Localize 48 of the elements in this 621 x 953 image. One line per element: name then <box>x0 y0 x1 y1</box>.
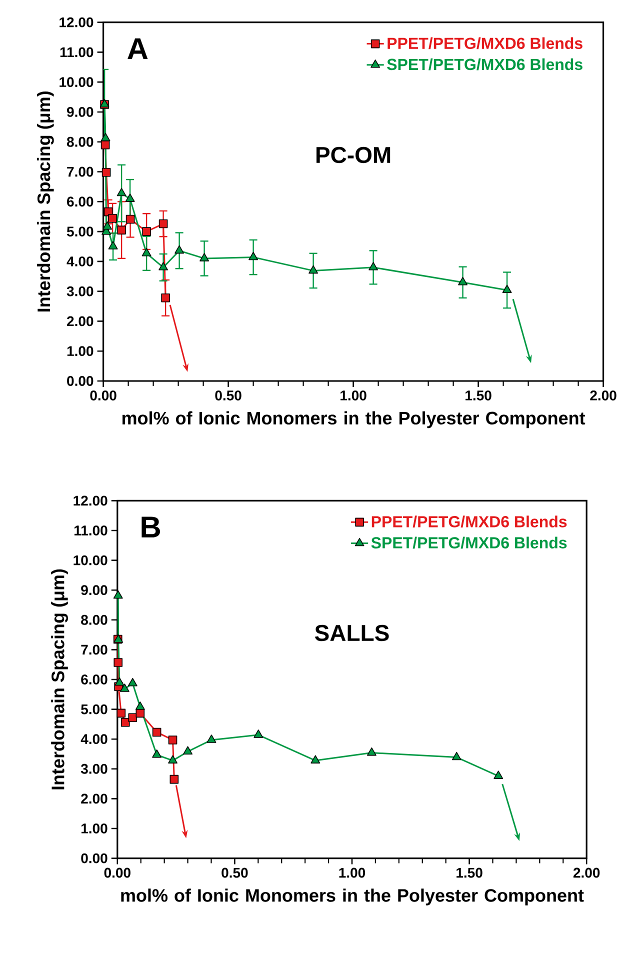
x-tick-label: 2.00 <box>590 390 616 400</box>
y-tick-label: 6.00 <box>81 674 108 684</box>
x-tick-label: 1.50 <box>466 390 492 400</box>
y-tick-label: 0.00 <box>67 376 94 386</box>
x-tick-label: 0.50 <box>222 868 248 878</box>
y-tick-label: 5.00 <box>81 704 108 714</box>
y-tick-label: 1.00 <box>67 346 94 356</box>
x-tick-label: 1.50 <box>456 868 482 878</box>
y-axis-title: Interdomain Spacing (μm) <box>51 569 68 790</box>
y-tick-label: 12.00 <box>74 496 108 506</box>
x-tick-label: 0.50 <box>215 390 242 400</box>
y-tick-label: 9.00 <box>67 107 94 117</box>
x-tick-label: 1.00 <box>339 868 366 878</box>
legend-label: PPET/PETG/MXD6 Blends <box>388 37 582 50</box>
y-tick-label: 3.00 <box>66 286 94 296</box>
y-tick-label: 11.00 <box>74 526 108 536</box>
y-tick-label: 4.00 <box>66 256 94 266</box>
y-tick-label: 9.00 <box>81 585 108 596</box>
y-axis-title: Interdomain Spacing (μm) <box>37 92 54 312</box>
y-tick-label: 7.00 <box>81 644 108 655</box>
y-tick-label: 8.00 <box>81 614 108 625</box>
x-tick-label: 0.00 <box>90 390 116 400</box>
x-tick-label: 1.00 <box>340 390 366 400</box>
x-tick-label: 2.00 <box>573 868 600 878</box>
y-tick-label: 5.00 <box>66 226 94 236</box>
annotation: A <box>128 38 148 60</box>
y-tick-label: 4.00 <box>80 734 108 744</box>
y-tick-label: 1.00 <box>81 824 108 834</box>
y-tick-label: 11.00 <box>60 47 94 58</box>
annotation: PC-OM <box>316 146 390 164</box>
y-tick-label: 10.00 <box>60 77 94 88</box>
legend-label: SPET/PETG/MXD6 Blends <box>387 58 582 70</box>
x-tick-label: 0.00 <box>104 868 130 878</box>
y-tick-label: 3.00 <box>80 764 108 774</box>
x-axis-title: mol% of Ionic Monomers in the Polyester Component <box>122 411 586 428</box>
annotation: SALLS <box>314 624 389 642</box>
y-tick-label: 8.00 <box>66 136 94 147</box>
annotation: B <box>142 516 160 538</box>
y-tick-label: 2.00 <box>67 316 94 326</box>
x-axis-title: mol% of Ionic Monomers in the Polyester Component <box>121 888 584 906</box>
y-tick-label: 0.00 <box>81 853 108 864</box>
y-tick-label: 2.00 <box>81 794 108 804</box>
y-tick-label: 12.00 <box>60 17 94 28</box>
y-tick-label: 6.00 <box>67 196 94 207</box>
y-tick-label: 7.00 <box>67 166 94 177</box>
legend-label: SPET/PETG/MXD6 Blends <box>371 536 567 549</box>
legend-label: PPET/PETG/MXD6 Blends <box>372 516 567 528</box>
y-tick-label: 10.00 <box>74 555 108 566</box>
